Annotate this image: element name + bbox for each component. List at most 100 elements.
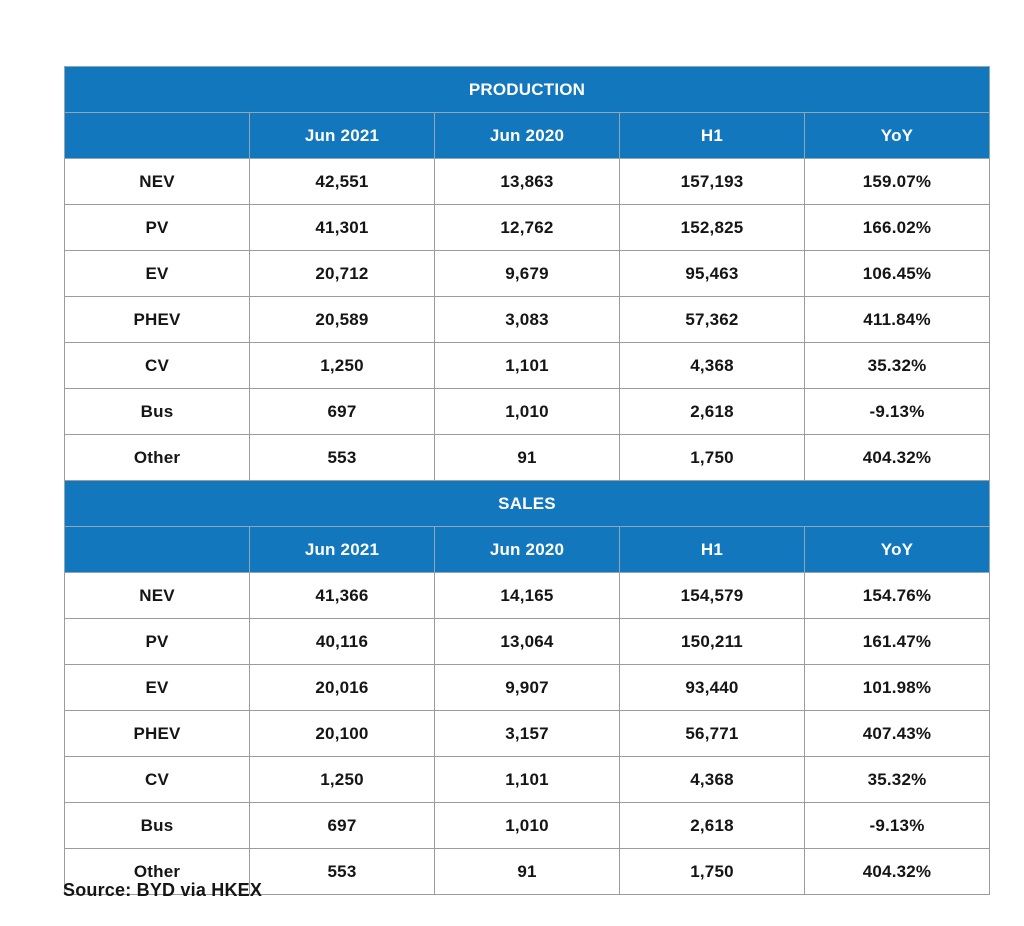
value-cell: 56,771: [619, 710, 805, 757]
section-title: PRODUCTION: [64, 66, 990, 113]
column-header: Jun 2020: [434, 112, 620, 159]
table-row: PV 40,116 13,064 150,211 161.47%: [64, 618, 990, 665]
row-label: EV: [64, 250, 250, 297]
column-header-row: Jun 2021 Jun 2020 H1 YoY: [64, 112, 990, 159]
row-label: PV: [64, 204, 250, 251]
table-row: Other 553 91 1,750 404.32%: [64, 434, 990, 481]
value-cell: 2,618: [619, 388, 805, 435]
value-cell: 166.02%: [804, 204, 990, 251]
value-cell: 41,366: [249, 572, 435, 619]
value-cell: 91: [434, 434, 620, 481]
value-cell: 1,010: [434, 388, 620, 435]
value-cell: 20,712: [249, 250, 435, 297]
row-label: PHEV: [64, 710, 250, 757]
value-cell: 697: [249, 388, 435, 435]
value-cell: 2,618: [619, 802, 805, 849]
value-cell: 407.43%: [804, 710, 990, 757]
value-cell: 157,193: [619, 158, 805, 205]
row-label: Bus: [64, 802, 250, 849]
table-row: PHEV 20,589 3,083 57,362 411.84%: [64, 296, 990, 343]
column-header: H1: [619, 112, 805, 159]
value-cell: 20,589: [249, 296, 435, 343]
table-row: CV 1,250 1,101 4,368 35.32%: [64, 342, 990, 389]
value-cell: 12,762: [434, 204, 620, 251]
table-row: EV 20,016 9,907 93,440 101.98%: [64, 664, 990, 711]
row-label: EV: [64, 664, 250, 711]
table-row: Bus 697 1,010 2,618 -9.13%: [64, 388, 990, 435]
value-cell: 35.32%: [804, 756, 990, 803]
row-label: NEV: [64, 572, 250, 619]
table-row: Bus 697 1,010 2,618 -9.13%: [64, 802, 990, 849]
value-cell: 20,016: [249, 664, 435, 711]
row-label: NEV: [64, 158, 250, 205]
value-cell: 159.07%: [804, 158, 990, 205]
value-cell: 553: [249, 434, 435, 481]
value-cell: 1,101: [434, 756, 620, 803]
corner-header: [64, 112, 250, 159]
value-cell: 1,250: [249, 342, 435, 389]
value-cell: 1,750: [619, 848, 805, 895]
table-row: PHEV 20,100 3,157 56,771 407.43%: [64, 710, 990, 757]
table-row: EV 20,712 9,679 95,463 106.45%: [64, 250, 990, 297]
source-note: Source: BYD via HKEX: [63, 880, 263, 900]
value-cell: 3,083: [434, 296, 620, 343]
value-cell: 9,679: [434, 250, 620, 297]
section-title: SALES: [64, 480, 990, 527]
value-cell: 41,301: [249, 204, 435, 251]
value-cell: 1,101: [434, 342, 620, 389]
table-row: NEV 42,551 13,863 157,193 159.07%: [64, 158, 990, 205]
column-header: Jun 2020: [434, 526, 620, 573]
value-cell: -9.13%: [804, 802, 990, 849]
row-label: Other: [64, 848, 250, 895]
table-row: Other 553 91 1,750 404.32%: [64, 848, 990, 895]
value-cell: 152,825: [619, 204, 805, 251]
section-title-row: PRODUCTION: [64, 66, 990, 113]
value-cell: 14,165: [434, 572, 620, 619]
value-cell: 93,440: [619, 664, 805, 711]
row-label: CV: [64, 756, 250, 803]
value-cell: 1,750: [619, 434, 805, 481]
value-cell: 1,250: [249, 756, 435, 803]
value-cell: 404.32%: [804, 848, 990, 895]
value-cell: 154,579: [619, 572, 805, 619]
row-label: PV: [64, 618, 250, 665]
value-cell: 106.45%: [804, 250, 990, 297]
section-title-row: SALES: [64, 480, 990, 527]
corner-header: [64, 526, 250, 573]
value-cell: 40,116: [249, 618, 435, 665]
row-label: PHEV: [64, 296, 250, 343]
column-header: H1: [619, 526, 805, 573]
table-row: PV 41,301 12,762 152,825 166.02%: [64, 204, 990, 251]
value-cell: 404.32%: [804, 434, 990, 481]
column-header: YoY: [804, 112, 990, 159]
column-header: Jun 2021: [249, 526, 435, 573]
value-cell: 13,863: [434, 158, 620, 205]
value-cell: 9,907: [434, 664, 620, 711]
value-cell: 4,368: [619, 342, 805, 389]
column-header-row: Jun 2021 Jun 2020 H1 YoY: [64, 526, 990, 573]
value-cell: 42,551: [249, 158, 435, 205]
value-cell: 3,157: [434, 710, 620, 757]
byd-production-sales-table: PRODUCTION Jun 2021 Jun 2020 H1 YoY NEV 42,551…: [64, 66, 990, 895]
table-row: NEV 41,366 14,165 154,579 154.76%: [64, 572, 990, 619]
value-cell: 154.76%: [804, 572, 990, 619]
value-cell: -9.13%: [804, 388, 990, 435]
row-label: Other: [64, 434, 250, 481]
value-cell: 57,362: [619, 296, 805, 343]
value-cell: 101.98%: [804, 664, 990, 711]
row-label: CV: [64, 342, 250, 389]
value-cell: 91: [434, 848, 620, 895]
value-cell: 4,368: [619, 756, 805, 803]
value-cell: 553: [249, 848, 435, 895]
value-cell: 411.84%: [804, 296, 990, 343]
value-cell: 1,010: [434, 802, 620, 849]
row-label: Bus: [64, 388, 250, 435]
value-cell: 35.32%: [804, 342, 990, 389]
value-cell: 161.47%: [804, 618, 990, 665]
value-cell: 150,211: [619, 618, 805, 665]
value-cell: 95,463: [619, 250, 805, 297]
table-row: CV 1,250 1,101 4,368 35.32%: [64, 756, 990, 803]
value-cell: 13,064: [434, 618, 620, 665]
value-cell: 697: [249, 802, 435, 849]
